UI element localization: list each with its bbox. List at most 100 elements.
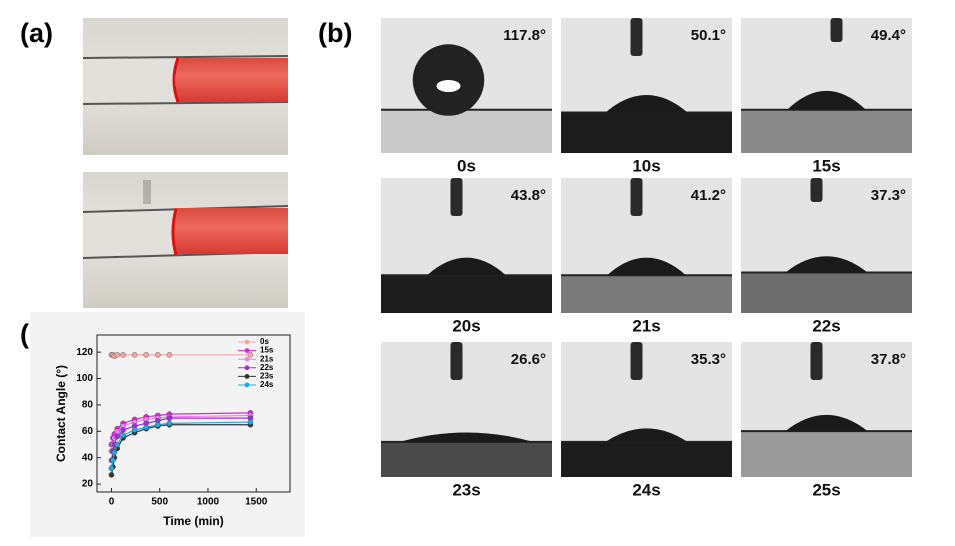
drop-photo: 37.8° 25s	[741, 342, 912, 499]
drop	[785, 256, 868, 273]
data-point	[110, 457, 116, 464]
substrate	[381, 441, 552, 477]
y-tick-label: 20	[82, 479, 94, 490]
data-point	[120, 351, 126, 358]
legend-label: 21s	[260, 354, 274, 363]
drop-photo: 37.3° 22s	[741, 178, 912, 335]
drop-highlight	[436, 80, 461, 93]
y-tick-label: 40	[82, 452, 94, 463]
time-label: 24s	[632, 480, 660, 499]
time-label: 21s	[632, 316, 660, 335]
x-tick-label: 1500	[245, 497, 268, 508]
legend-marker	[244, 382, 250, 388]
substrate	[741, 272, 912, 313]
needle	[810, 178, 823, 202]
time-label: 0s	[457, 156, 476, 175]
drop-photo: 117.8° 0s	[381, 18, 552, 175]
legend-marker	[244, 374, 250, 379]
drop-photo: 50.1° 10s	[561, 18, 732, 175]
data-point	[247, 351, 254, 358]
drop	[787, 90, 866, 110]
data-point	[108, 472, 115, 478]
substrate	[561, 441, 732, 477]
drop-photo: 35.3° 24s	[561, 342, 732, 499]
needle	[830, 18, 843, 42]
angle-label: 35.3°	[691, 351, 726, 368]
angle-label: 41.2°	[691, 187, 726, 204]
data-point	[154, 351, 161, 358]
data-point	[166, 351, 173, 358]
legend-marker	[244, 365, 250, 371]
angle-label: 37.3°	[871, 187, 906, 204]
y-tick-label: 100	[76, 373, 93, 384]
panel-label: (a)	[20, 18, 53, 48]
legend-label: 15s	[260, 346, 274, 355]
drop	[785, 414, 868, 432]
drop	[605, 428, 688, 442]
data-point	[131, 427, 138, 433]
data-point	[120, 432, 126, 439]
legend-label: 0s	[260, 337, 269, 346]
drop-photo: 41.2° 21s	[561, 178, 732, 335]
drop	[605, 94, 688, 113]
needle	[630, 342, 643, 380]
data-point	[114, 433, 121, 440]
x-axis-title: Time (min)	[163, 514, 223, 528]
series-line	[110, 421, 251, 469]
drop	[399, 432, 534, 442]
angle-label: 49.4°	[871, 27, 906, 44]
legend-marker	[244, 356, 250, 362]
data-point	[247, 419, 254, 425]
data-point	[114, 351, 121, 358]
angle-label: 50.1°	[691, 27, 726, 44]
needle	[810, 342, 823, 380]
drop	[427, 257, 506, 276]
data-point	[114, 428, 121, 435]
data-point	[108, 465, 115, 472]
needle	[630, 18, 643, 56]
angle-label: 37.8°	[871, 351, 906, 368]
data-point	[120, 427, 126, 433]
angle-label: 117.8°	[503, 27, 546, 44]
y-tick-label: 60	[82, 426, 94, 437]
photo-a1	[82, 18, 289, 155]
time-label: 20s	[452, 316, 480, 335]
photo-a2	[82, 172, 289, 308]
data-point	[166, 415, 173, 421]
time-label: 15s	[812, 156, 840, 175]
substrate	[381, 275, 552, 313]
data-point	[111, 449, 118, 456]
substrate	[381, 109, 552, 153]
data-point	[154, 421, 161, 428]
legend-label: 22s	[260, 363, 274, 372]
data-point	[143, 351, 150, 358]
needle	[450, 178, 463, 216]
drop	[607, 257, 686, 276]
time-label: 23s	[452, 480, 480, 499]
plot-frame	[96, 334, 291, 493]
data-point	[166, 420, 173, 427]
legend-marker	[244, 339, 250, 345]
substrate	[561, 275, 732, 313]
time-label: 10s	[632, 156, 660, 175]
drop-photo: 49.4° 15s	[741, 18, 912, 175]
x-tick-label: 0	[109, 497, 115, 508]
y-axis-title: Contact Angle (°)	[54, 365, 68, 462]
drop-photo: 26.6° 23s	[381, 342, 552, 499]
data-point	[114, 441, 121, 448]
substrate	[741, 431, 912, 477]
y-tick-label: 120	[76, 347, 93, 358]
substrate	[561, 112, 732, 153]
needle	[450, 342, 463, 380]
y-tick-label: 80	[82, 400, 94, 411]
angle-label: 26.6°	[511, 351, 546, 368]
substrate	[741, 109, 912, 153]
series-line	[110, 414, 251, 452]
legend-label: 23s	[260, 372, 274, 381]
legend-label: 24s	[260, 380, 274, 389]
needle	[630, 178, 643, 216]
series-line	[110, 417, 251, 461]
panel-label: (b)	[318, 18, 352, 48]
legend-marker	[244, 348, 250, 353]
